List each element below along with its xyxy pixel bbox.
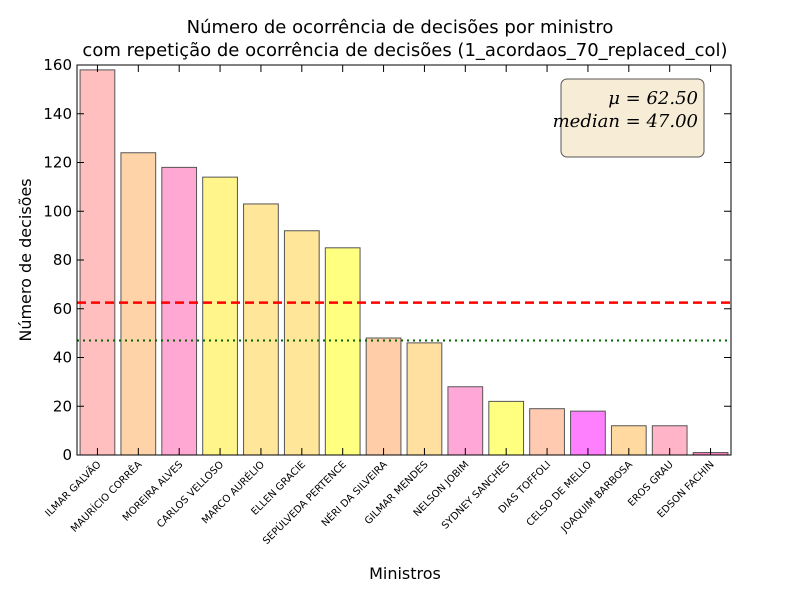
x-tick-label-13: JOAQUIM BARBOSA bbox=[559, 459, 635, 535]
bar-2 bbox=[161, 166, 198, 456]
bar-5 bbox=[283, 230, 320, 456]
chart-title-line-1: Número de ocorrência de decisões por min… bbox=[187, 17, 614, 38]
x-axis-label: Ministros bbox=[369, 564, 441, 583]
bar-3 bbox=[202, 176, 238, 456]
bar-11 bbox=[529, 408, 565, 456]
y-tick-label-5: 100 bbox=[43, 202, 72, 220]
bar-4 bbox=[243, 203, 279, 456]
y-tick-label-6: 120 bbox=[43, 154, 72, 172]
bar-0 bbox=[79, 69, 116, 456]
chart-title-line-2: com repetição de ocorrência de decisões … bbox=[82, 40, 727, 61]
x-tick-label-6: SEPÚLVEDA PERTENCE bbox=[260, 458, 349, 547]
bar-6 bbox=[324, 247, 361, 456]
y-tick-label-3: 60 bbox=[53, 300, 72, 318]
x-tick-label-10: SYDNEY SANCHES bbox=[440, 459, 512, 531]
y-tick-label-1: 20 bbox=[53, 397, 72, 415]
bar-7 bbox=[365, 337, 402, 456]
y-tick-label-8: 160 bbox=[43, 56, 72, 74]
y-tick-label-4: 80 bbox=[53, 251, 72, 269]
bar-9 bbox=[447, 386, 484, 456]
bar-8 bbox=[406, 342, 443, 456]
stats-median-label: median = 47.00 bbox=[553, 111, 698, 132]
bar-10 bbox=[488, 400, 525, 456]
stats-mean-label: μ = 62.50 bbox=[608, 88, 698, 109]
y-axis-label: Número de decisões bbox=[16, 178, 35, 341]
y-tick-label-2: 40 bbox=[53, 349, 72, 367]
stats-box bbox=[560, 78, 705, 158]
y-tick-label-0: 0 bbox=[62, 446, 72, 464]
x-tick-label-1: MAURÍCIO CORRÊA bbox=[68, 458, 145, 535]
y-tick-label-7: 140 bbox=[43, 105, 72, 123]
